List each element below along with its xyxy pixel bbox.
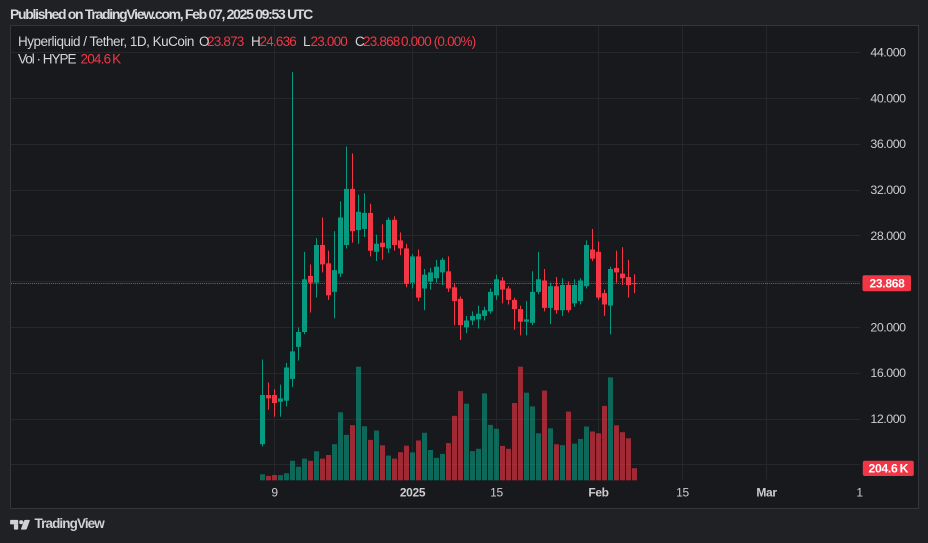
- svg-text:23.868: 23.868: [870, 276, 906, 290]
- svg-text:40.000: 40.000: [870, 91, 906, 105]
- svg-text:Hyperliquid / Tether, 1D, KuCo: Hyperliquid / Tether, 1D, KuCoin: [18, 34, 194, 49]
- svg-text:32.000: 32.000: [870, 183, 906, 197]
- svg-text:0.000 (0.00%): 0.000 (0.00%): [401, 34, 476, 49]
- svg-text:L: L: [303, 34, 311, 49]
- svg-text:2025: 2025: [400, 486, 426, 500]
- svg-text:Vol · HYPE: Vol · HYPE: [18, 51, 77, 66]
- svg-text:Feb: Feb: [588, 486, 608, 500]
- svg-text:O: O: [199, 34, 209, 49]
- svg-text:23.868: 23.868: [363, 34, 400, 49]
- svg-text:TradingView: TradingView: [35, 516, 106, 531]
- svg-text:12.000: 12.000: [870, 412, 906, 426]
- svg-text:20.000: 20.000: [870, 320, 906, 334]
- svg-text:23.000: 23.000: [311, 34, 348, 49]
- svg-text:Published on TradingView.com,: Published on TradingView.com, Feb 07, 20…: [10, 6, 313, 22]
- svg-text:16.000: 16.000: [870, 366, 906, 380]
- svg-text:28.000: 28.000: [870, 229, 906, 243]
- svg-text:24.636: 24.636: [260, 34, 297, 49]
- svg-text:H: H: [251, 34, 260, 49]
- svg-text:Mar: Mar: [756, 486, 777, 500]
- svg-text:204.6 K: 204.6 K: [81, 51, 122, 66]
- svg-text:23.873: 23.873: [207, 34, 244, 49]
- svg-text:44.000: 44.000: [870, 46, 906, 60]
- svg-text:C: C: [355, 34, 365, 49]
- svg-text:36.000: 36.000: [870, 137, 906, 151]
- svg-text:204.6 K: 204.6 K: [868, 462, 908, 476]
- svg-text:1: 1: [856, 486, 863, 500]
- svg-text:9: 9: [271, 486, 278, 500]
- svg-text:15: 15: [676, 486, 689, 500]
- svg-text:15: 15: [490, 486, 503, 500]
